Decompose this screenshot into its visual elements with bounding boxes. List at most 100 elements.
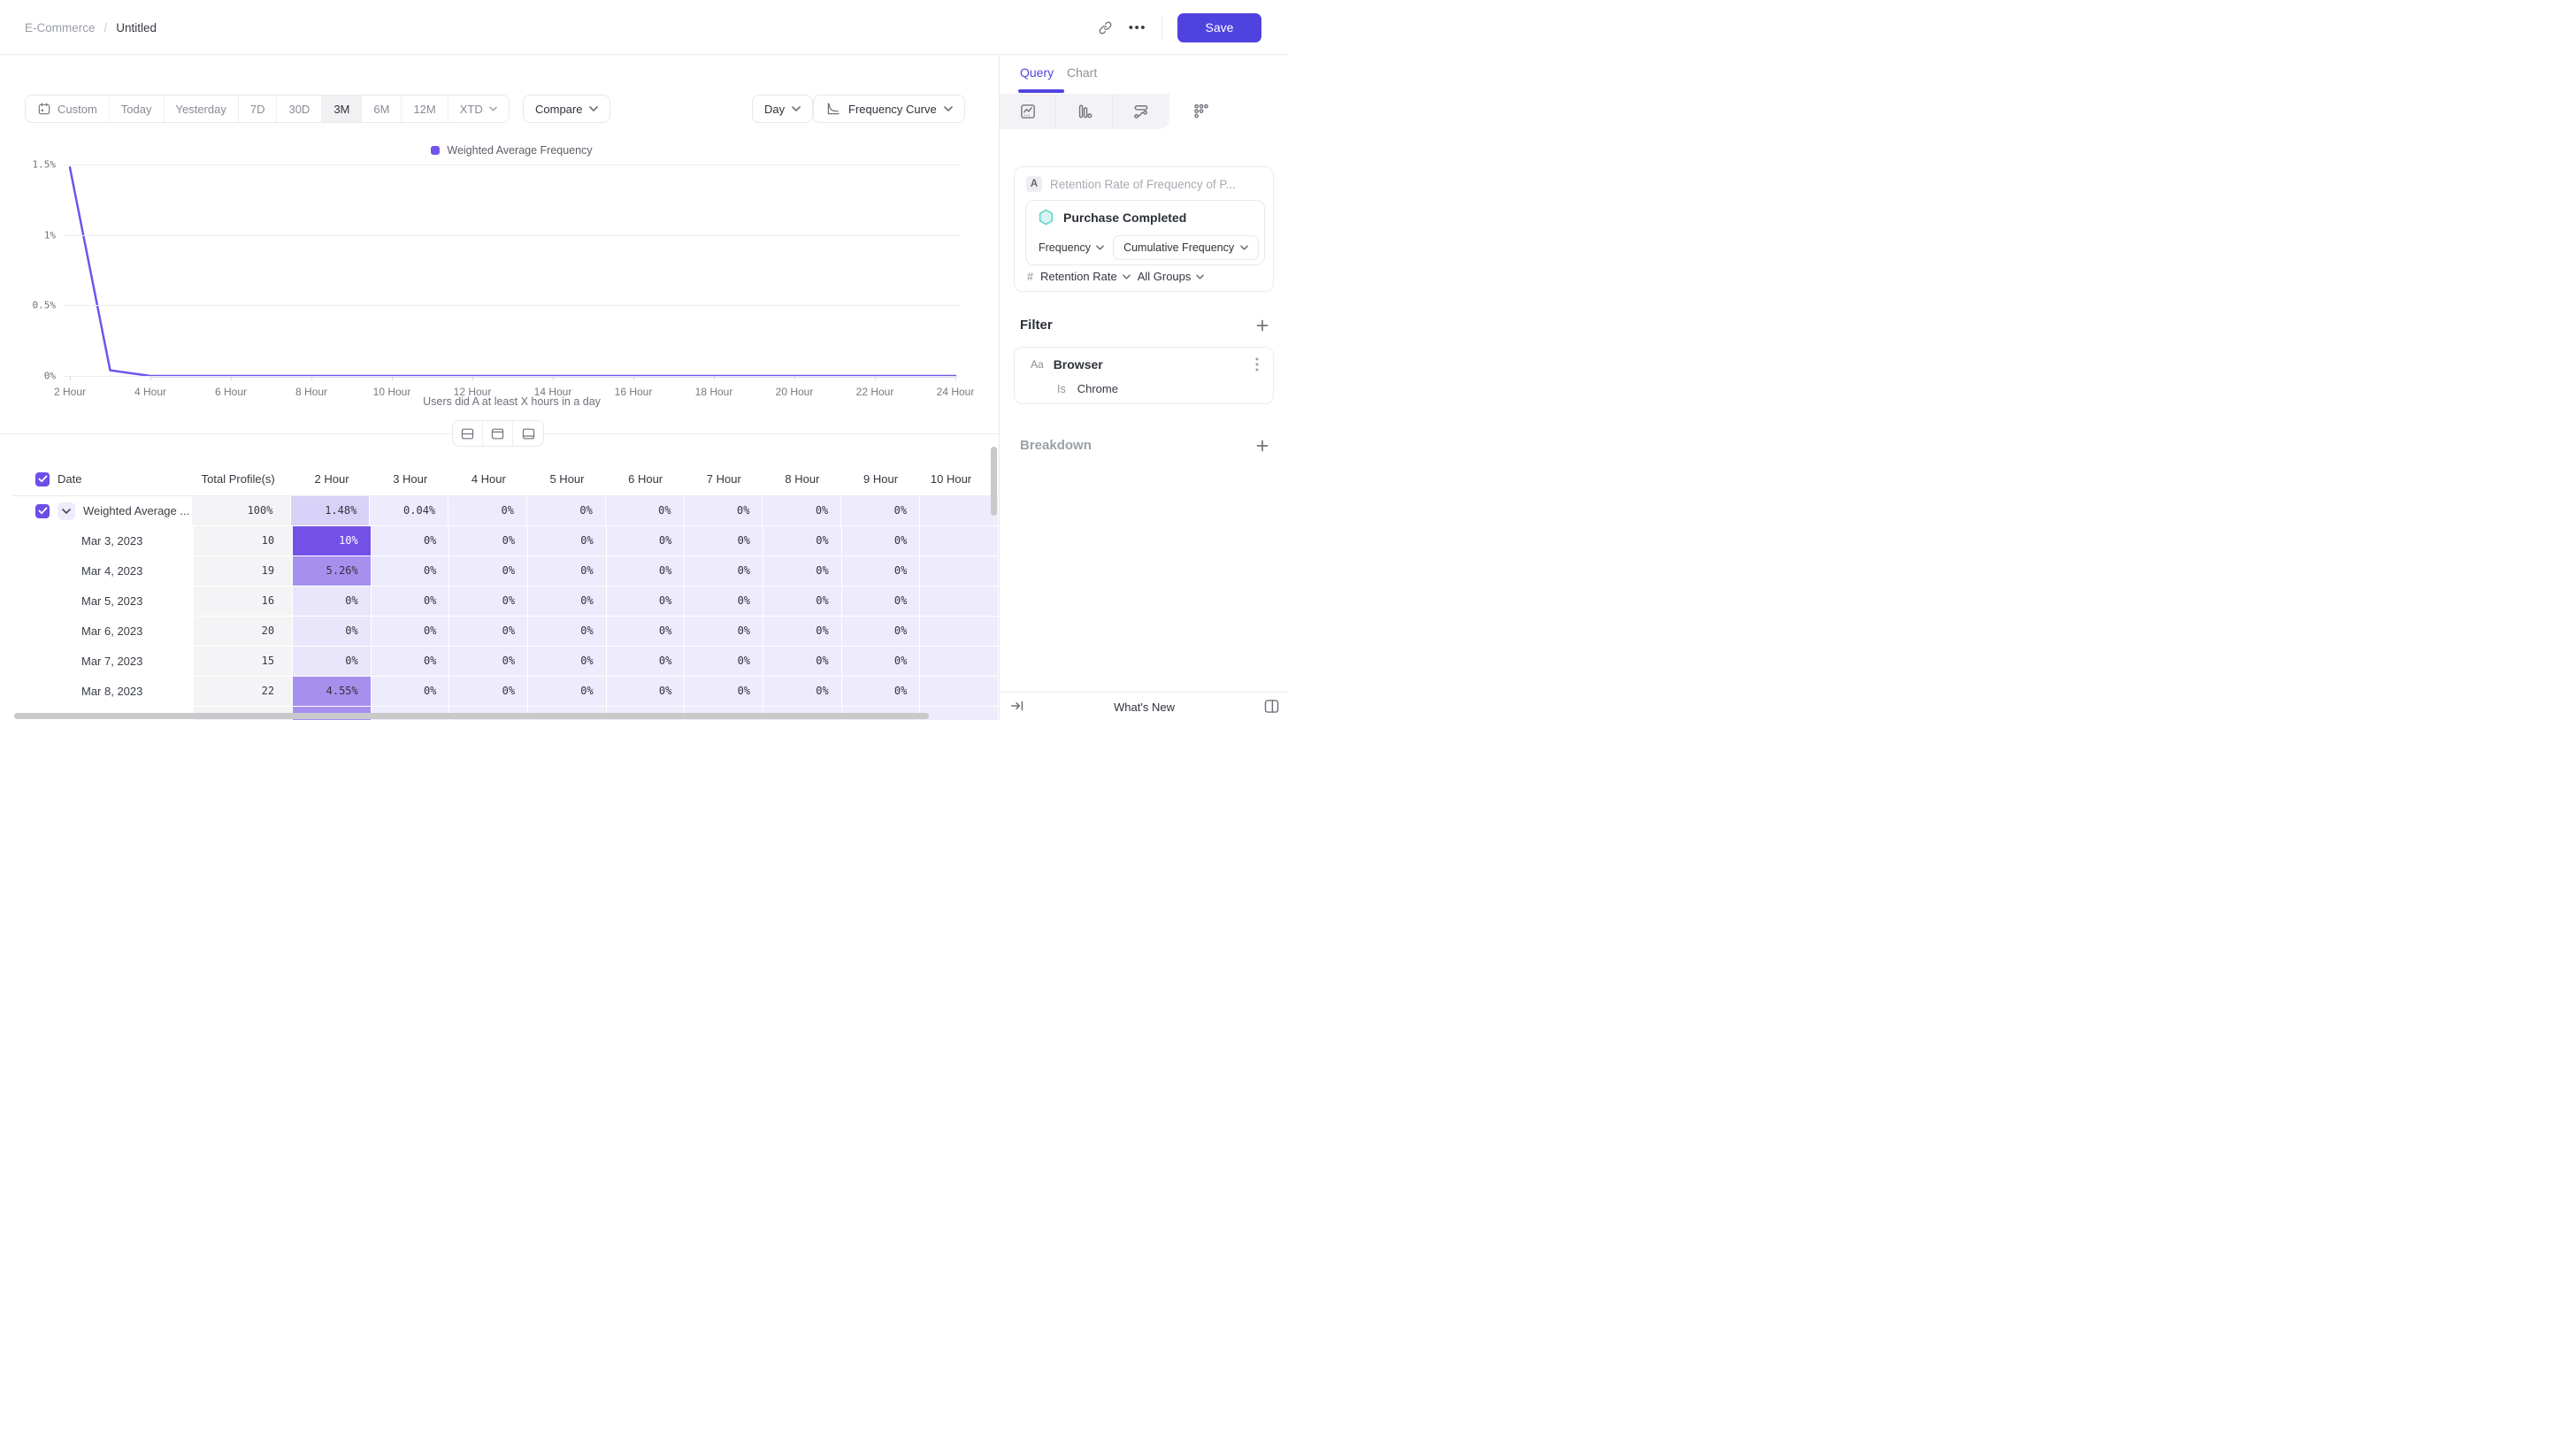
retention-cell[interactable]: 0% — [528, 586, 607, 616]
range-today[interactable]: Today — [110, 96, 165, 122]
retention-cell[interactable]: 0% — [371, 556, 450, 586]
vertical-scrollbar[interactable] — [991, 447, 997, 516]
kebab-menu-icon[interactable] — [1255, 357, 1259, 371]
retention-cell[interactable]: 0% — [448, 496, 527, 525]
retention-cell[interactable]: 0% — [449, 556, 529, 586]
retention-cell[interactable]: 0% — [528, 677, 607, 706]
chart-type-insights[interactable] — [1000, 94, 1056, 129]
tab-chart[interactable]: Chart — [1067, 65, 1098, 80]
retention-cell[interactable]: 0% — [841, 617, 921, 646]
retention-cell[interactable]: 0% — [606, 556, 686, 586]
retention-cell[interactable]: 0% — [684, 496, 763, 525]
breadcrumb-project[interactable]: E-Commerce — [25, 20, 96, 34]
compare-button[interactable]: Compare — [523, 95, 611, 123]
table-row[interactable]: Mar 3, 2023 10 10% 0% 0% 0% 0% 0% 0% 0% — [12, 526, 999, 555]
table-bottom-view-toggle[interactable] — [513, 421, 543, 446]
range-6m[interactable]: 6M — [362, 96, 402, 122]
retention-cell[interactable]: 0% — [293, 586, 372, 616]
event-name[interactable]: Purchase Completed — [1063, 210, 1187, 225]
breadcrumb-report-title[interactable]: Untitled — [116, 20, 157, 34]
chart-legend[interactable]: Weighted Average Frequency — [64, 144, 960, 157]
whats-new-link[interactable]: What's New — [1114, 700, 1175, 714]
line-chart-plot[interactable]: 1.5% 1% 0.5% 0% 2 Hour 4 Hour 6 Hour 8 Hour 10 H… — [33, 159, 975, 399]
retention-cell[interactable]: 0% — [371, 526, 450, 555]
retention-cell[interactable]: 5.26% — [293, 556, 372, 586]
table-row[interactable]: Mar 4, 2023 19 5.26% 0% 0% 0% 0% 0% 0% 0% — [12, 556, 999, 586]
table-row[interactable]: Mar 6, 2023 20 0% 0% 0% 0% 0% 0% 0% 0% — [12, 617, 999, 646]
retention-cell[interactable]: 0% — [606, 677, 686, 706]
tab-query[interactable]: Query — [1020, 65, 1054, 80]
retention-cell[interactable]: 0% — [371, 677, 450, 706]
retention-cell[interactable]: 0% — [763, 677, 842, 706]
range-yesterday[interactable]: Yesterday — [165, 96, 239, 122]
retention-cell[interactable]: 4.55% — [293, 677, 372, 706]
save-button[interactable]: Save — [1177, 12, 1261, 42]
retention-cell[interactable]: 0% — [606, 647, 686, 676]
retention-cell[interactable]: 0% — [685, 647, 764, 676]
horizontal-scrollbar[interactable] — [14, 713, 929, 719]
row-expander-icon[interactable] — [58, 502, 75, 520]
retention-cell[interactable]: 1.48% — [291, 496, 371, 525]
retention-cell[interactable]: 0% — [763, 526, 842, 555]
range-30d[interactable]: 30D — [277, 96, 323, 122]
retention-cell[interactable]: 0% — [371, 647, 450, 676]
retention-cell[interactable]: 0% — [685, 556, 764, 586]
frequency-dropdown[interactable]: Frequency — [1039, 241, 1104, 254]
row-checkbox[interactable] — [35, 503, 50, 518]
retention-cell[interactable]: 0% — [841, 586, 921, 616]
retention-cell[interactable]: 0% — [371, 617, 450, 646]
retention-cell[interactable]: 0% — [763, 647, 842, 676]
retention-cell[interactable]: 0% — [841, 556, 921, 586]
retention-cell[interactable]: 0% — [528, 617, 607, 646]
retention-cell[interactable]: 0% — [449, 526, 529, 555]
cumulative-frequency-dropdown[interactable]: Cumulative Frequency — [1113, 235, 1260, 260]
range-xtd[interactable]: XTD — [448, 96, 509, 122]
retention-cell[interactable]: 0% — [293, 617, 372, 646]
add-breakdown-icon[interactable] — [1256, 440, 1269, 452]
retention-cell[interactable]: 0% — [528, 526, 607, 555]
groups-dropdown[interactable]: All Groups — [1138, 270, 1205, 283]
filter-value[interactable]: Chrome — [1077, 382, 1118, 395]
add-filter-icon[interactable] — [1256, 319, 1269, 332]
retention-cell[interactable]: 0% — [685, 526, 764, 555]
table-top-view-toggle[interactable] — [483, 421, 513, 446]
collapse-panel-icon[interactable] — [1009, 698, 1025, 714]
retention-cell[interactable]: 0% — [605, 496, 685, 525]
chart-type-flows[interactable] — [1113, 94, 1169, 129]
retention-cell[interactable]: 0% — [841, 647, 921, 676]
retention-cell[interactable]: 0% — [841, 677, 921, 706]
retention-cell[interactable]: 0% — [841, 526, 921, 555]
more-menu-icon[interactable]: ••• — [1128, 19, 1146, 35]
retention-cell[interactable]: 0% — [763, 617, 842, 646]
filter-operator[interactable]: Is — [1057, 382, 1066, 395]
retention-cell[interactable]: 0% — [763, 586, 842, 616]
range-3m[interactable]: 3M — [322, 96, 363, 122]
retention-cell[interactable]: 0% — [841, 496, 921, 525]
table-row[interactable]: Weighted Average ... 100% 1.48% 0.04% 0% 0% 0%… — [12, 496, 999, 525]
retention-cell[interactable]: 0% — [371, 586, 450, 616]
retention-cell[interactable]: 0% — [685, 677, 764, 706]
retention-cell[interactable]: 10% — [293, 526, 372, 555]
retention-cell[interactable]: 0% — [606, 586, 686, 616]
retention-cell[interactable]: 0% — [449, 677, 529, 706]
retention-cell[interactable]: 0% — [763, 556, 842, 586]
retention-cell[interactable]: 0% — [528, 647, 607, 676]
filter-property[interactable]: Browser — [1053, 357, 1103, 371]
chart-view-button[interactable]: Frequency Curve — [813, 95, 965, 123]
retention-cell[interactable]: 0% — [449, 647, 529, 676]
retention-cell[interactable]: 0% — [528, 556, 607, 586]
retention-cell[interactable]: 0% — [449, 586, 529, 616]
retention-cell[interactable]: 0% — [763, 496, 842, 525]
retention-cell[interactable]: 0% — [685, 586, 764, 616]
header-checkbox[interactable] — [35, 471, 50, 486]
chart-type-retention[interactable] — [1169, 94, 1288, 129]
table-row[interactable]: Mar 7, 2023 15 0% 0% 0% 0% 0% 0% 0% 0% — [12, 647, 999, 676]
retention-cell[interactable]: 0% — [449, 617, 529, 646]
retention-cell[interactable]: 0.04% — [370, 496, 449, 525]
table-row[interactable]: Mar 8, 2023 22 4.55% 0% 0% 0% 0% 0% 0% 0% — [12, 677, 999, 706]
retention-cell[interactable]: 0% — [685, 617, 764, 646]
retention-cell[interactable]: 0% — [606, 617, 686, 646]
granularity-button[interactable]: Day — [752, 95, 814, 123]
split-view-toggle[interactable] — [453, 421, 483, 446]
side-panel-icon[interactable] — [1262, 697, 1281, 716]
